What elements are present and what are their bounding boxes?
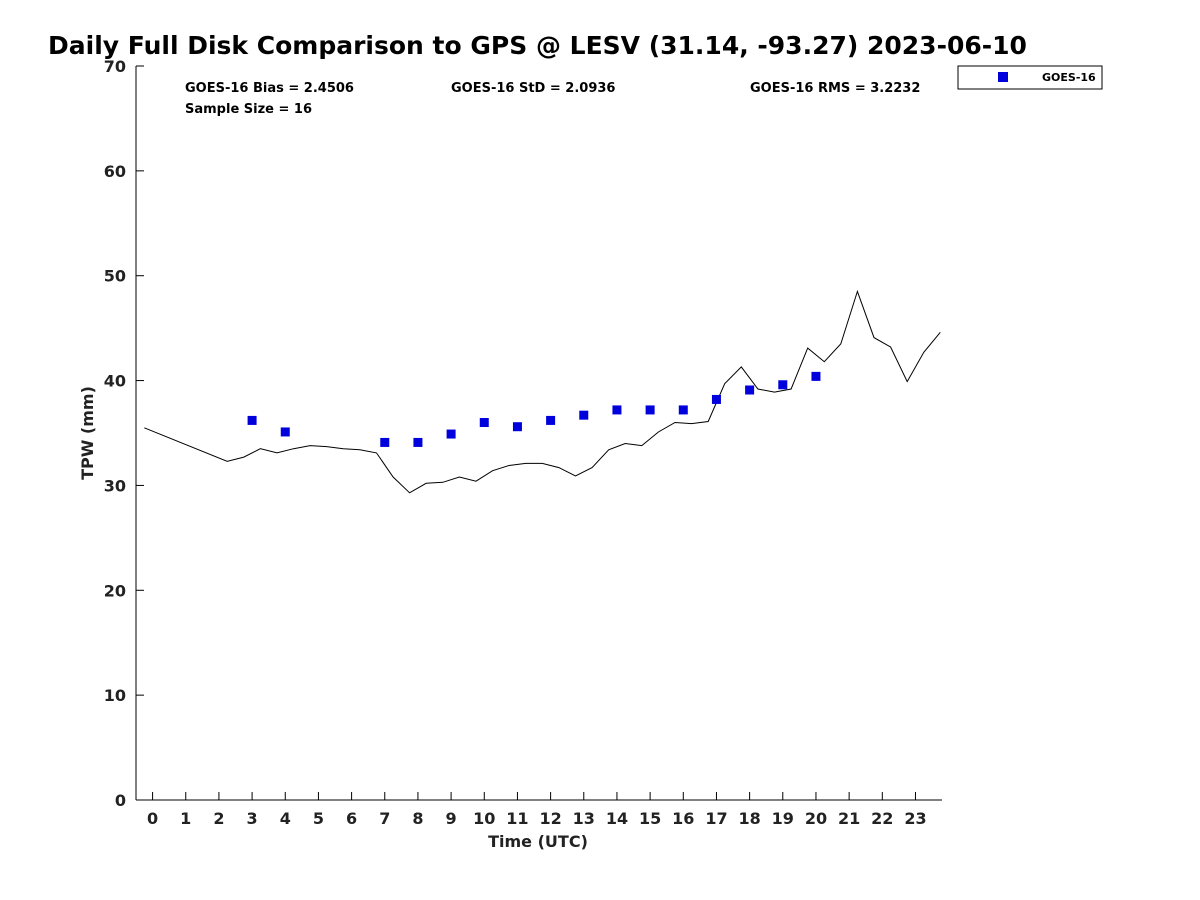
x-tick-label: 12 <box>539 809 561 828</box>
goes16-point <box>645 405 655 415</box>
goes16-point <box>745 385 755 395</box>
x-tick-label: 1 <box>180 809 191 828</box>
x-tick-label: 16 <box>672 809 694 828</box>
sample-size-stat: Sample Size = 16 <box>185 102 312 117</box>
x-tick-label: 6 <box>346 809 357 828</box>
plot-axes <box>135 66 942 801</box>
x-tick-label: 15 <box>639 809 661 828</box>
y-tick-label: 10 <box>104 686 126 705</box>
x-tick-label: 21 <box>838 809 860 828</box>
y-axis-label: TPW (mm) <box>78 386 97 480</box>
x-tick-label: 23 <box>904 809 926 828</box>
goes16-point <box>413 437 423 447</box>
rms-stat: GOES-16 RMS = 3.2232 <box>750 81 920 96</box>
goes16-point <box>612 405 622 415</box>
goes16-point <box>579 410 589 420</box>
y-tick-label: 70 <box>104 57 126 76</box>
goes16-point <box>247 415 257 425</box>
y-tick-label: 60 <box>104 162 126 181</box>
x-tick-label: 2 <box>213 809 224 828</box>
x-axis-label: Time (UTC) <box>488 832 588 851</box>
gps-tpw-line <box>144 289 941 494</box>
x-tick-label: 3 <box>247 809 258 828</box>
y-tick-label: 50 <box>104 267 126 286</box>
legend-swatch-goes16 <box>998 72 1008 82</box>
x-tick-label: 20 <box>805 809 827 828</box>
x-tick-label: 18 <box>738 809 760 828</box>
goes16-point <box>380 437 390 447</box>
chart-title: Daily Full Disk Comparison to GPS @ LESV… <box>48 31 1027 60</box>
gps-series <box>144 289 941 494</box>
x-tick-label: 13 <box>573 809 595 828</box>
x-tick-label: 14 <box>606 809 628 828</box>
goes16-series <box>247 371 821 447</box>
y-tick-label: 40 <box>104 372 126 391</box>
x-tick-label: 19 <box>772 809 794 828</box>
goes16-point <box>280 427 290 437</box>
goes16-point <box>711 394 721 404</box>
goes16-point <box>479 418 489 428</box>
x-tick-label: 9 <box>446 809 457 828</box>
goes16-point <box>546 415 556 425</box>
goes16-point <box>778 380 788 390</box>
legend: GOES-16 <box>957 65 1103 90</box>
x-tick-label: 5 <box>313 809 324 828</box>
y-tick-label: 0 <box>115 791 126 810</box>
goes16-point <box>512 422 522 432</box>
x-tick-label: 7 <box>379 809 390 828</box>
goes16-point <box>678 405 688 415</box>
goes16-point <box>811 371 821 381</box>
x-tick-label: 17 <box>705 809 727 828</box>
bias-stat: GOES-16 Bias = 2.4506 <box>185 81 354 96</box>
legend-box <box>957 65 1103 90</box>
legend-label-goes16: GOES-16 <box>1042 71 1096 84</box>
y-tick-label: 30 <box>104 476 126 495</box>
y-axis-ticks: 0 10 20 30 40 50 60 70 <box>104 57 144 810</box>
x-tick-label: 4 <box>280 809 291 828</box>
x-tick-label: 10 <box>473 809 495 828</box>
x-tick-label: 0 <box>147 809 158 828</box>
y-tick-label: 20 <box>104 581 126 600</box>
x-tick-label: 11 <box>506 809 528 828</box>
goes16-point <box>446 429 456 439</box>
x-axis-ticks: 0 1 2 3 4 5 6 7 8 9 10 11 12 13 14 15 16 17 18 19 20 21 22 23 <box>147 792 927 828</box>
x-tick-label: 8 <box>412 809 423 828</box>
std-stat: GOES-16 StD = 2.0936 <box>451 81 615 96</box>
x-tick-label: 22 <box>871 809 893 828</box>
